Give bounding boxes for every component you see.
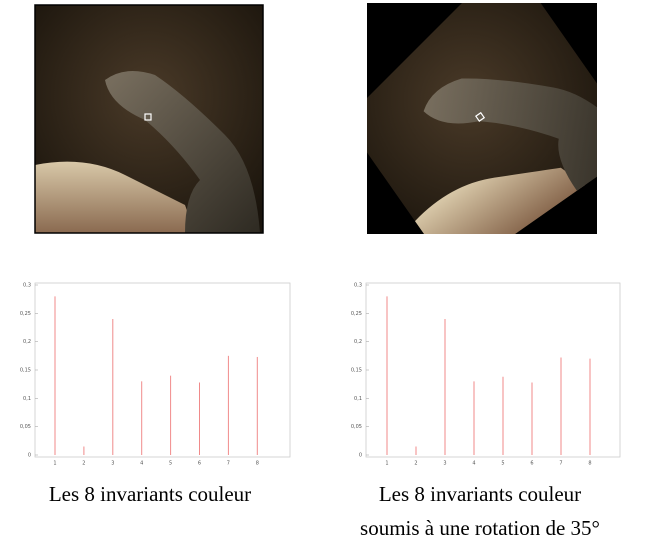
x-tick-label: 7	[227, 461, 230, 467]
y-tick-label: 0,05	[20, 424, 31, 430]
x-tick-label: 5	[169, 461, 172, 467]
chart: 0 0,05 0,1 0,15 0,2 0,25 0,3 1 2 3 4 5 6 7 8 Les 8 inva…	[20, 282, 291, 506]
y-tick-label: 0,3	[23, 283, 31, 289]
x-tick-label: 7	[559, 461, 562, 467]
caption: Les 8 invariants couleur	[379, 482, 581, 506]
y-tick-label: 0,05	[351, 424, 362, 430]
y-tick-label: 0,15	[20, 368, 31, 374]
x-tick-label: 8	[256, 461, 259, 467]
x-tick-label: 2	[414, 461, 417, 467]
x-tick-label: 4	[140, 461, 143, 467]
x-tick-label: 8	[588, 461, 591, 467]
y-tick-label: 0,25	[20, 311, 31, 317]
x-tick-label: 1	[385, 461, 388, 467]
x-tick-label: 2	[82, 461, 85, 467]
y-tick-label: 0,3	[354, 283, 362, 289]
y-tick-label: 0	[359, 453, 362, 459]
y-tick-label: 0,1	[354, 396, 362, 402]
y-tick-label: 0,1	[23, 396, 31, 402]
caption: Les 8 invariants couleur	[49, 482, 251, 506]
y-tick-label: 0,15	[351, 368, 362, 374]
y-tick-label: 0,25	[351, 311, 362, 317]
plot-frame	[365, 282, 621, 458]
x-tick-label: 1	[53, 461, 56, 467]
x-tick-label: 3	[111, 461, 114, 467]
caption: soumis à une rotation de 35°	[360, 516, 600, 540]
y-tick-label: 0,2	[354, 339, 362, 345]
x-tick-label: 6	[530, 461, 533, 467]
x-tick-label: 5	[501, 461, 504, 467]
photo-original	[34, 4, 264, 234]
x-tick-label: 6	[198, 461, 201, 467]
plot-frame	[34, 282, 291, 458]
y-tick-label: 0,2	[23, 339, 31, 345]
y-tick-label: 0	[28, 453, 31, 459]
photo-rotated	[367, 3, 597, 234]
chart: 0 0,05 0,1 0,15 0,2 0,25 0,3 1 2 3 4 5 6 7 8 Les 8 inva…	[351, 282, 621, 540]
x-tick-label: 3	[443, 461, 446, 467]
x-tick-label: 4	[472, 461, 475, 467]
